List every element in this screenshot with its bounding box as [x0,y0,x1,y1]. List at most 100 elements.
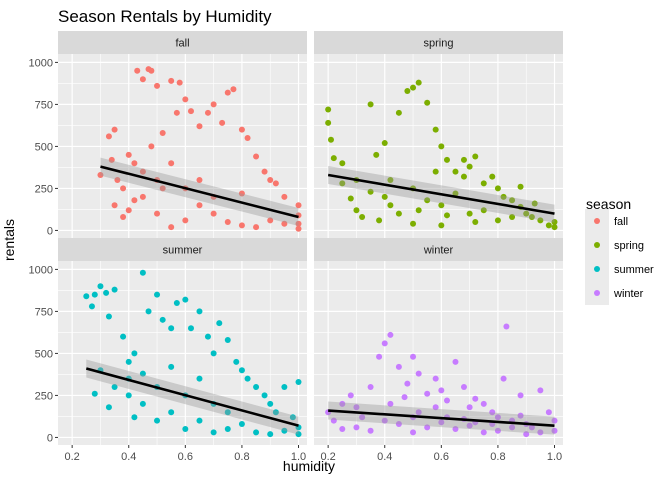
data-point [410,429,417,436]
data-point [168,325,175,332]
data-point [517,392,524,399]
data-point [551,219,558,226]
data-point [187,108,194,115]
y-tick-label: 0 [47,432,53,444]
data-point [281,220,288,227]
data-point [353,207,360,214]
data-point [367,188,374,195]
data-point [551,417,558,424]
data-point [472,395,479,402]
data-point [438,387,445,394]
data-point [295,202,302,209]
data-point [139,400,146,407]
data-point [373,151,380,158]
trend-line [85,367,299,427]
data-point [168,409,175,416]
data-point [253,153,260,160]
data-point [410,220,417,227]
data-point [404,380,411,387]
data-point [196,123,203,130]
data-point [114,177,121,184]
facet-panel-winter: winter 0.2 0.4 0.6 0.8 1.0 [314,238,563,463]
data-point [91,390,98,397]
data-point [452,168,459,175]
data-point [415,79,422,86]
data-point [401,394,408,401]
data-point [267,431,274,438]
data-point [424,424,431,431]
x-axis-title: humidity [283,458,335,474]
legend-swatch [594,266,600,272]
data-point [111,286,118,293]
legend-title: season [586,196,631,212]
data-point [339,160,346,167]
x-tick-label: 0.8 [234,451,249,463]
data-point [460,173,467,180]
facet-panels: fall 0 250 500 750 1000 spring summer 0 250 500 750… [29,31,563,463]
data-point [159,185,166,192]
data-points [325,323,558,438]
data-point [139,168,146,175]
data-point [125,207,132,214]
data-point [295,378,302,385]
x-tick-label: 0.4 [121,451,136,463]
data-point [216,320,223,327]
data-point [261,168,268,175]
facet-strip [314,31,563,54]
data-point [125,392,132,399]
data-point [424,390,431,397]
data-point [148,67,155,74]
data-point [509,197,516,204]
data-point [509,424,516,431]
data-point [154,417,161,424]
data-point [367,427,374,434]
data-point [381,340,388,347]
data-point [480,429,487,436]
data-point [443,212,450,219]
data-point [233,358,240,365]
data-point [438,143,445,150]
x-tick-label: 1.0 [547,451,562,463]
trend-line [327,173,555,215]
data-point [253,384,260,391]
data-point [238,367,245,374]
data-point [210,350,217,357]
data-point [466,404,473,411]
data-point [545,222,552,229]
data-point [173,300,180,307]
data-point [460,384,467,391]
data-point [359,213,366,220]
data-point [452,190,459,197]
facet-strip-label: winter [423,245,454,257]
data-point [145,308,152,315]
x-tick-label: 1.0 [291,451,306,463]
data-point [500,375,507,382]
legend-item-spring: spring [585,233,644,257]
x-tick-label: 0.6 [178,451,193,463]
facet-panel-summer: summer 0 250 500 750 1000 0.2 0.4 0.6 0.8 1.0 [29,238,307,463]
data-point [281,427,288,434]
trend-line [100,165,299,219]
data-point [244,375,251,382]
data-point [267,400,274,407]
legend-item-summer: summer [585,257,654,281]
y-tick-label: 750 [35,306,53,318]
data-point [196,177,203,184]
legend-label: spring [614,240,644,252]
data-point [404,87,411,94]
data-point [387,331,394,338]
data-point [424,197,431,204]
data-point [387,202,394,209]
data-point [551,224,558,231]
data-point [224,426,231,433]
data-point [139,193,146,200]
y-tick-label: 250 [35,183,53,195]
data-point [139,269,146,276]
data-point [105,133,112,140]
data-point [415,207,422,214]
data-point [120,213,127,220]
data-point [480,207,487,214]
data-point [295,225,302,232]
facet-panel-fall: fall 0 250 500 750 1000 [29,31,307,238]
